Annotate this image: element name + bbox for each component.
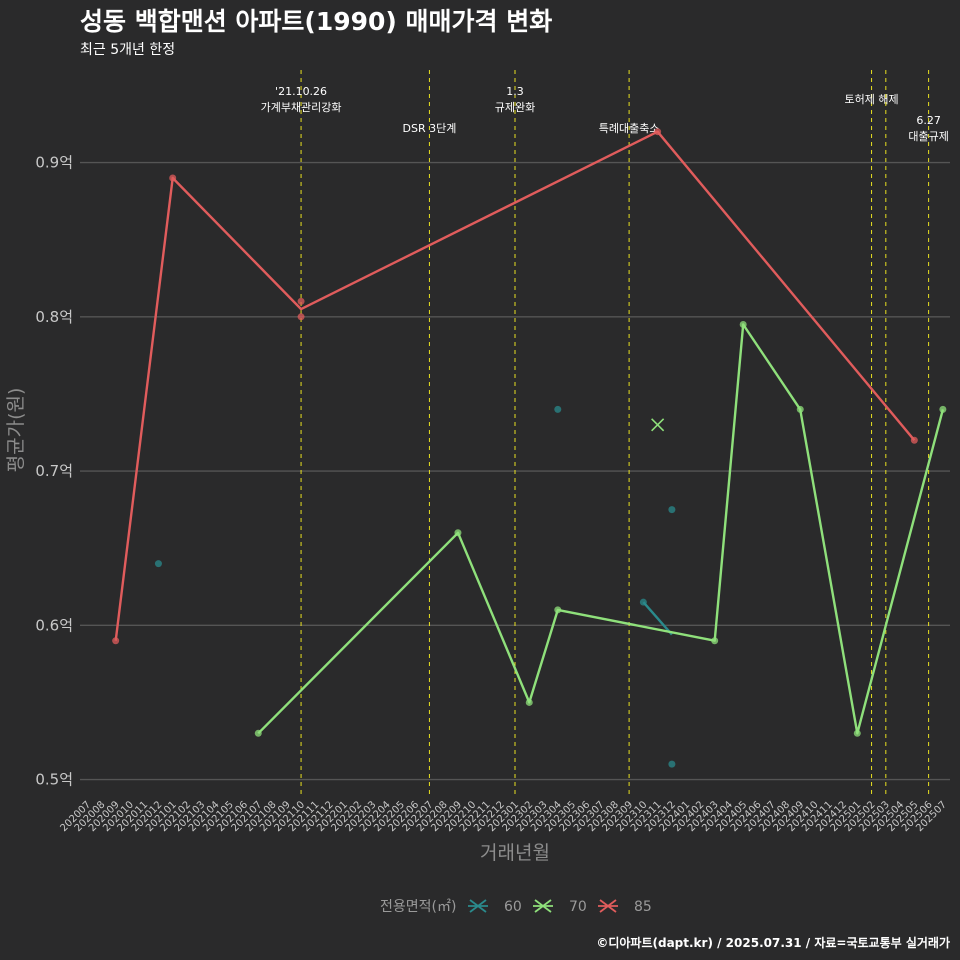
- series-60: [154, 405, 676, 768]
- chart-subtitle: 최근 5개년 한정: [80, 42, 175, 58]
- event-label: 대출규제: [908, 130, 948, 143]
- event-label: '21.10.26: [275, 85, 327, 98]
- data-point: [154, 560, 162, 568]
- chart-title: 성동 백합맨션 아파트(1990) 매매가격 변화: [80, 7, 552, 36]
- event-label: 1.3: [506, 85, 524, 98]
- event-label: 특례대출축소: [599, 122, 660, 135]
- data-point: [554, 405, 562, 413]
- y-axis-title: 평균가(원): [5, 388, 27, 473]
- legend-items: 60 70 85: [468, 899, 652, 915]
- series-layer: [112, 128, 947, 768]
- data-point: [254, 729, 262, 737]
- data-point: [297, 313, 305, 321]
- y-tick-labels: 0.5억 0.6억 0.7억 0.8억 0.9억: [35, 154, 73, 789]
- y-tick-label: 0.8억: [35, 308, 73, 326]
- data-point: [796, 405, 804, 413]
- data-point: [454, 529, 462, 537]
- data-point: [739, 321, 747, 329]
- data-point: [711, 637, 719, 645]
- legend-label-70: 70: [569, 899, 587, 915]
- series-70: [254, 321, 947, 737]
- data-point: [112, 637, 120, 645]
- event-label: DSR 3단계: [403, 122, 457, 135]
- data-point: [169, 174, 177, 182]
- event-label: 6.27: [916, 114, 941, 127]
- data-point: [939, 405, 947, 413]
- event-label: 가계부채관리강화: [261, 101, 342, 114]
- data-point: [853, 729, 861, 737]
- data-point: [554, 606, 562, 614]
- y-tick-label: 0.7억: [35, 462, 73, 480]
- data-point: [297, 297, 305, 305]
- data-point: [639, 598, 647, 606]
- data-point: [654, 128, 662, 136]
- data-point: [668, 760, 676, 768]
- data-point: [525, 698, 533, 706]
- event-label: 규제완화: [495, 101, 535, 114]
- y-tick-label: 0.5억: [35, 771, 73, 789]
- series-85: [112, 128, 918, 645]
- series-line: [114, 130, 916, 641]
- x-axis-title: 거래년월: [480, 842, 550, 864]
- chart-caption: ©디아파트(dapt.kr) / 2025.07.31 / 자료=국토교통부 실…: [596, 935, 950, 950]
- series-line: [642, 601, 673, 636]
- legend-title: 전용면적(㎡): [380, 899, 456, 915]
- legend: 전용면적(㎡) 60 70 85: [380, 899, 652, 915]
- y-tick-label: 0.9억: [35, 154, 73, 172]
- legend-label-85: 85: [634, 899, 652, 915]
- legend-label-60: 60: [504, 899, 522, 915]
- data-point-cross: [651, 418, 665, 432]
- y-tick-label: 0.6억: [35, 616, 73, 634]
- event-label: 토허제 해제: [845, 92, 899, 106]
- data-point: [668, 506, 676, 514]
- data-point: [910, 436, 918, 444]
